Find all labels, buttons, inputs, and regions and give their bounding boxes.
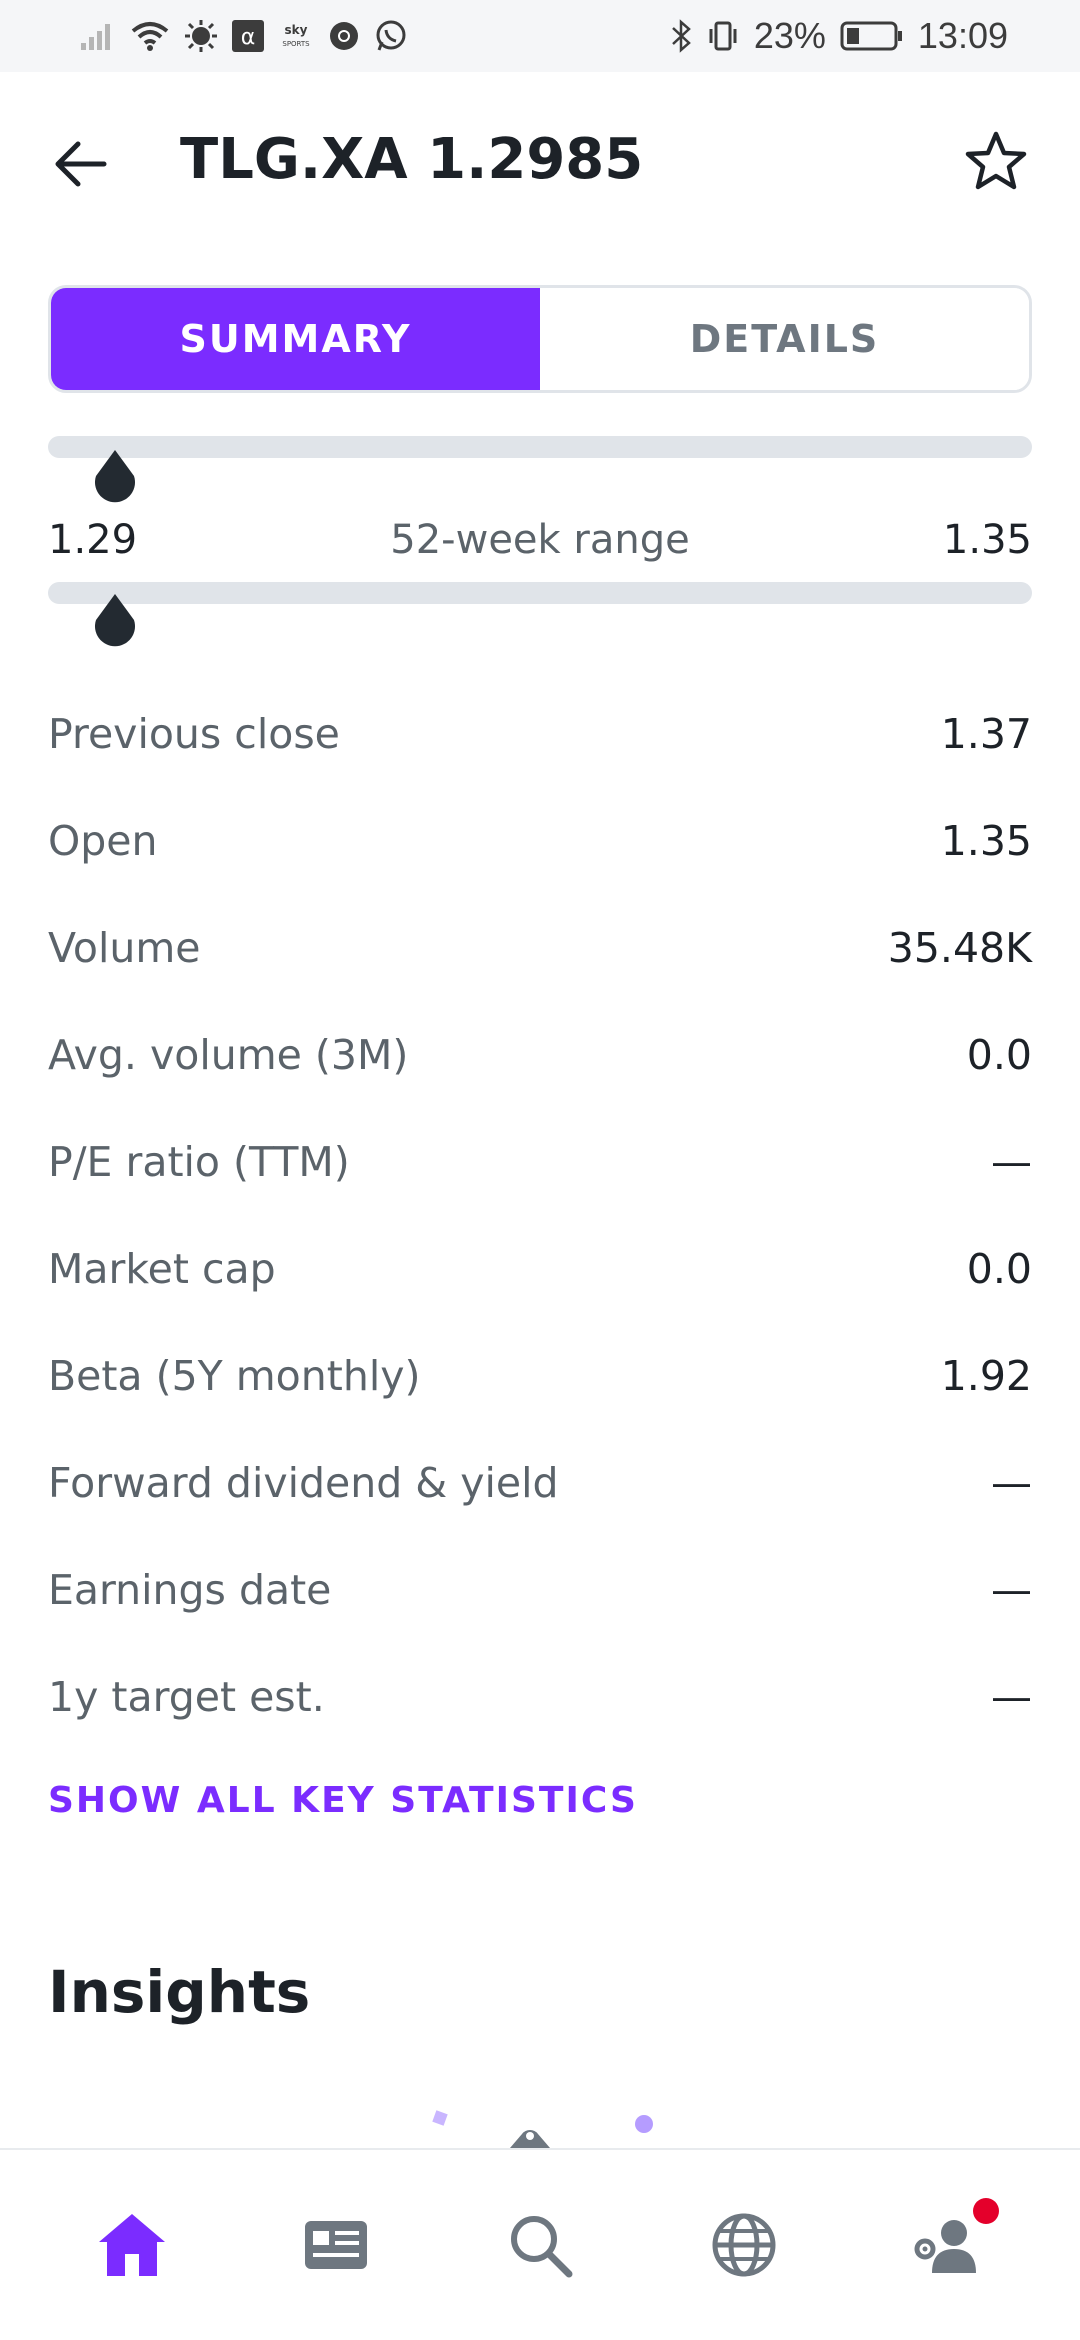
add-to-watchlist-button[interactable] (962, 128, 1030, 196)
stat-value: — (991, 1137, 1032, 1186)
stat-value: — (991, 1458, 1032, 1507)
tab-details[interactable]: DETAILS (540, 288, 1029, 390)
battery-percent: 23% (753, 15, 826, 56)
news-icon (305, 2221, 367, 2269)
stat-row: P/E ratio (TTM) — (48, 1108, 1032, 1215)
stat-row: Volume 35.48K (48, 894, 1032, 1001)
stat-row: Open 1.35 (48, 787, 1032, 894)
stat-label: Beta (5Y monthly) (48, 1351, 421, 1400)
alpha-glyph: α (241, 25, 256, 50)
star-icon (965, 131, 1027, 190)
status-right: 23% 13:09 (670, 15, 1008, 57)
stat-label: Earnings date (48, 1565, 332, 1614)
stat-label: Open (48, 816, 158, 865)
signal-icon (80, 21, 116, 51)
week-range-track (48, 582, 1032, 604)
day-range-track (48, 436, 1032, 458)
battery-icon (840, 20, 904, 52)
range-high: 1.35 (942, 517, 1032, 563)
globe-icon (712, 2213, 776, 2277)
stat-row: Avg. volume (3M) 0.0 (48, 1001, 1032, 1108)
day-range-marker (95, 450, 136, 503)
stat-label: 1y target est. (48, 1672, 325, 1721)
stat-label: Volume (48, 923, 201, 972)
nav-markets[interactable] (689, 2190, 799, 2300)
show-all-key-statistics-link[interactable]: SHOW ALL KEY STATISTICS (48, 1780, 638, 1821)
sky-sports-icon: sky SPORTS (278, 20, 314, 52)
nav-search[interactable] (485, 2190, 595, 2300)
range-label: 52-week range (390, 517, 690, 563)
status-bar: α sky SPORTS (0, 0, 1080, 72)
stat-label: P/E ratio (TTM) (48, 1137, 350, 1186)
vibrate-icon (706, 19, 740, 53)
range-low: 1.29 (48, 517, 138, 563)
status-left: α sky SPORTS (80, 19, 408, 53)
stat-row: Beta (5Y monthly) 1.92 (48, 1322, 1032, 1429)
profile-settings-icon (914, 2220, 976, 2273)
stat-value: 35.48K (887, 923, 1032, 972)
stat-row: Market cap 0.0 (48, 1215, 1032, 1322)
brightness-icon (184, 19, 218, 53)
quote-tabs: SUMMARY DETAILS (48, 285, 1032, 393)
week-range-marker (95, 594, 136, 647)
arrow-left-icon (55, 141, 107, 187)
wifi-icon (130, 20, 170, 52)
quote-header: TLG.XA 1.2985 (0, 72, 1080, 252)
bottom-navigation (0, 2148, 1080, 2340)
insights-heading: Insights (48, 1958, 311, 2026)
stat-row: Forward dividend & yield — (48, 1429, 1032, 1536)
stat-row: 1y target est. — (48, 1643, 1032, 1750)
chrome-icon (328, 20, 360, 52)
nav-home[interactable] (77, 2190, 187, 2300)
stat-value: 0.0 (966, 1244, 1032, 1293)
clock: 13:09 (917, 15, 1008, 56)
stat-value: 1.35 (940, 816, 1032, 865)
nav-profile[interactable] (893, 2190, 1003, 2300)
stat-label: Previous close (48, 709, 340, 758)
stat-value: 1.37 (940, 709, 1032, 758)
stat-value: — (991, 1672, 1032, 1721)
stat-value: 0.0 (966, 1030, 1032, 1079)
tab-summary[interactable]: SUMMARY (51, 288, 540, 390)
notification-dot (973, 2198, 999, 2224)
search-icon (511, 2216, 573, 2278)
range-labels: 1.29 52-week range 1.35 (48, 510, 1032, 570)
page-title: TLG.XA 1.2985 (180, 127, 644, 192)
key-statistics: Previous close 1.37 Open 1.35 Volume 35.48K Av… (48, 680, 1032, 1750)
stat-row: Previous close 1.37 (48, 680, 1032, 787)
stat-label: Forward dividend & yield (48, 1458, 559, 1507)
stat-label: Avg. volume (3M) (48, 1030, 409, 1079)
stat-value: — (991, 1565, 1032, 1614)
nav-news[interactable] (281, 2190, 391, 2300)
bluetooth-icon (670, 19, 692, 53)
sky-label-bottom: SPORTS (282, 40, 310, 48)
home-icon (99, 2214, 165, 2276)
stat-label: Market cap (48, 1244, 276, 1293)
whatsapp-icon (374, 19, 408, 53)
insights-loading-graphic (432, 2110, 653, 2148)
stat-row: Earnings date — (48, 1536, 1032, 1643)
stat-value: 1.92 (940, 1351, 1032, 1400)
alpha-app-icon: α (232, 20, 264, 52)
sky-label-top: sky (285, 23, 308, 37)
back-button[interactable] (50, 132, 114, 196)
